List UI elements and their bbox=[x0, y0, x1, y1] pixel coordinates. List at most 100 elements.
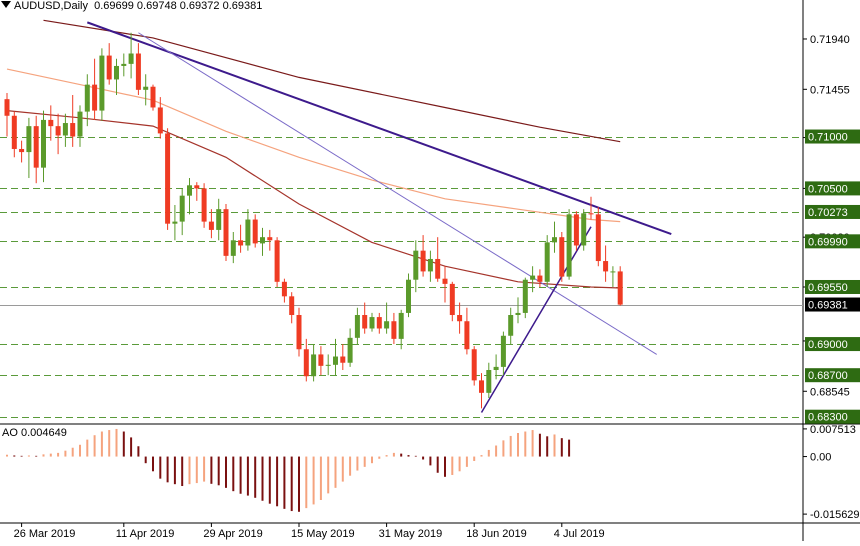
current-price-box bbox=[805, 297, 860, 312]
candles bbox=[4, 32, 623, 409]
candle-body bbox=[413, 250, 419, 280]
price-tick-label: 0.71455 bbox=[810, 84, 850, 96]
time-tick-label: 31 May 2019 bbox=[379, 528, 443, 540]
level-price-box bbox=[805, 279, 860, 294]
candle-body bbox=[48, 119, 54, 127]
candle-body bbox=[216, 209, 222, 230]
candle-body bbox=[508, 315, 514, 336]
high-value: 0.69748 bbox=[136, 0, 177, 12]
candle-body bbox=[325, 364, 331, 366]
candle-body bbox=[179, 195, 185, 222]
candle-body bbox=[354, 315, 360, 338]
candle-body bbox=[245, 219, 251, 246]
level-price-label: 0.68300 bbox=[808, 412, 848, 424]
candle-body bbox=[92, 84, 98, 111]
candle-body bbox=[252, 219, 258, 244]
candle-body bbox=[340, 356, 346, 363]
level-price-box bbox=[805, 337, 860, 352]
candle-body bbox=[4, 99, 10, 116]
candle-body bbox=[311, 354, 317, 377]
level-price-label: 0.69550 bbox=[808, 282, 848, 294]
candle-body bbox=[11, 115, 17, 149]
ma-line-slow bbox=[43, 19, 621, 143]
candle-body bbox=[486, 370, 492, 393]
candle-body bbox=[157, 107, 163, 134]
candle-body bbox=[369, 317, 375, 329]
candle-body bbox=[464, 321, 470, 350]
level-price-label: 0.70273 bbox=[808, 207, 848, 219]
candle-body bbox=[500, 335, 506, 367]
candle-body bbox=[566, 214, 572, 277]
candle-body bbox=[391, 321, 397, 339]
candle-body bbox=[114, 65, 119, 80]
ao-label: AO 0.004649 bbox=[2, 427, 67, 439]
candle-body bbox=[537, 275, 543, 282]
ao-tick-label: -0.015629 bbox=[810, 509, 860, 521]
candle-body bbox=[552, 237, 557, 243]
candle-body bbox=[333, 356, 338, 365]
level-price-box bbox=[805, 234, 860, 249]
candle-body bbox=[595, 214, 601, 262]
candle-body bbox=[70, 123, 76, 137]
level-price-box bbox=[805, 129, 860, 144]
candle-body bbox=[41, 119, 46, 168]
candle-body bbox=[267, 237, 273, 241]
time-tick-label: 26 Mar 2019 bbox=[14, 528, 76, 540]
candle-body bbox=[135, 53, 141, 90]
candle-body bbox=[347, 337, 353, 363]
candle-body bbox=[362, 315, 368, 329]
time-axis: 26 Mar 2019 11 Apr 2019 29 Apr 2019 15 May … bbox=[14, 523, 605, 540]
candle-body bbox=[150, 86, 156, 108]
candle-body bbox=[187, 185, 192, 196]
candle-body bbox=[573, 214, 579, 246]
symbol-label: AUDUSD,Daily bbox=[14, 0, 88, 12]
candle-body bbox=[165, 133, 171, 224]
candle-body bbox=[318, 354, 324, 366]
candle-body bbox=[33, 126, 39, 168]
candle-body bbox=[201, 188, 207, 222]
candle-body bbox=[84, 84, 90, 112]
candle-body bbox=[610, 271, 616, 273]
candle-body bbox=[274, 240, 280, 282]
price-tick-label: 0.71940 bbox=[810, 34, 850, 46]
candle-body bbox=[617, 271, 623, 305]
candle-body bbox=[26, 126, 32, 153]
candle-body bbox=[376, 317, 382, 329]
time-tick-label: 11 Apr 2019 bbox=[116, 528, 175, 540]
candle-body bbox=[55, 126, 61, 136]
candle-body bbox=[260, 237, 265, 244]
candle-body bbox=[208, 221, 214, 230]
candle-body bbox=[471, 349, 477, 381]
candle-body bbox=[398, 312, 404, 339]
candle-body bbox=[479, 380, 484, 393]
ma-line-mid bbox=[6, 110, 621, 289]
level-price-label: 0.69990 bbox=[808, 236, 848, 248]
ao-tick-label: 0.007513 bbox=[810, 424, 856, 436]
candle-body bbox=[530, 275, 536, 280]
dropdown-arrow-icon[interactable] bbox=[1, 1, 11, 8]
level-price-box bbox=[805, 181, 860, 196]
candle-body bbox=[522, 279, 528, 313]
candle-body bbox=[128, 53, 134, 64]
trendline-thick bbox=[86, 21, 672, 236]
candle-body bbox=[77, 111, 83, 137]
candle-body bbox=[493, 366, 499, 371]
close-value: 0.69381 bbox=[222, 0, 263, 12]
candle-body bbox=[544, 242, 550, 282]
candle-body bbox=[223, 209, 229, 256]
candle-body bbox=[230, 240, 236, 256]
candle-body bbox=[194, 185, 200, 189]
candle-body bbox=[106, 55, 112, 80]
time-tick-label: 29 Apr 2019 bbox=[203, 528, 262, 540]
candle-body bbox=[581, 213, 587, 246]
horizontal-levels bbox=[0, 137, 803, 418]
candle-body bbox=[588, 213, 594, 215]
time-tick-label: 4 Jul 2019 bbox=[554, 528, 605, 540]
level-price-label: 0.70500 bbox=[808, 183, 848, 195]
candle-body bbox=[384, 321, 390, 329]
trendlines bbox=[86, 21, 672, 413]
candle-body bbox=[99, 55, 105, 111]
candle-body bbox=[281, 281, 287, 297]
candle-body bbox=[427, 258, 433, 272]
